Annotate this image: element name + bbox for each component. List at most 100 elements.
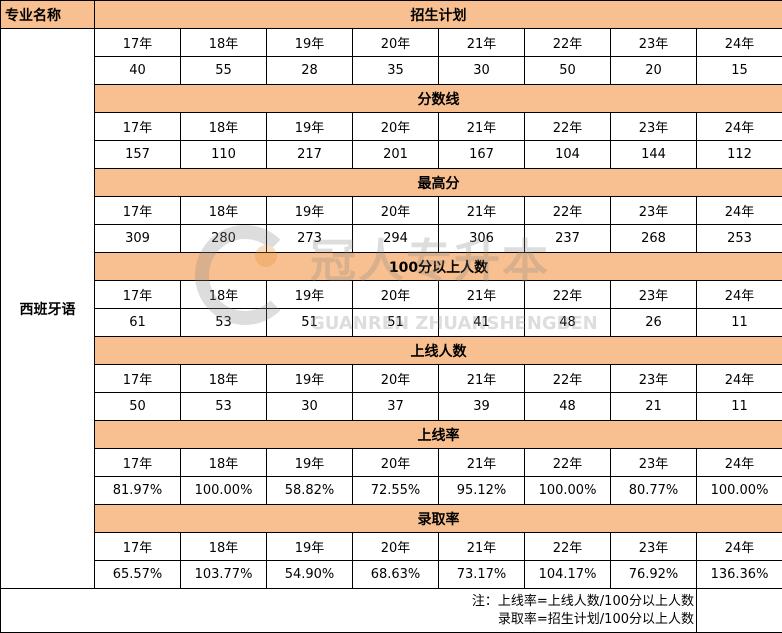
year-cell: 19年 [266,112,353,141]
value-cell: 104.17% [524,560,611,589]
year-cell: 18年 [180,364,267,393]
value-cell: 100.00% [524,476,611,505]
year-cell: 24年 [696,448,782,477]
year-cell: 17年 [94,364,181,393]
major-name: 西班牙语 [0,28,95,589]
note-line-1: 注：上线率=上线人数/100分以上人数 [471,593,694,609]
year-row: 17年 18年 19年 20年 21年 22年 23年 24年 [1,364,782,393]
value-cell: 104 [524,140,611,169]
value-cell: 11 [696,308,782,337]
value-cell: 48 [524,392,611,421]
year-cell: 20年 [352,364,439,393]
value-cell: 68.63% [352,560,439,589]
value-cell: 273 [266,224,353,253]
year-cell: 21年 [438,196,525,225]
year-cell: 22年 [524,364,611,393]
value-cell: 306 [438,224,525,253]
value-row: 40 55 28 35 30 50 20 15 [1,56,782,85]
section-title: 录取率 [94,504,782,533]
empty-cell [696,588,782,633]
year-cell: 21年 [438,364,525,393]
value-cell: 73.17% [438,560,525,589]
section-header-row: 专业名称 招生计划 [0,0,782,29]
value-cell: 81.97% [94,476,181,505]
value-cell: 268 [610,224,697,253]
year-row: 17年 18年 19年 20年 21年 22年 23年 24年 [1,196,782,225]
value-cell: 53 [180,392,267,421]
year-cell: 22年 [524,280,611,309]
year-cell: 21年 [438,448,525,477]
year-cell: 22年 [524,112,611,141]
year-cell: 18年 [180,112,267,141]
value-row: 157 110 217 201 167 104 144 112 [1,140,782,169]
year-cell: 20年 [352,280,439,309]
year-row: 17年 18年 19年 20年 21年 22年 23年 24年 [1,448,782,477]
section-header-row: 上线率 [1,420,782,449]
year-cell: 18年 [180,196,267,225]
year-row: 17年 18年 19年 20年 21年 22年 23年 24年 [1,112,782,141]
value-cell: 167 [438,140,525,169]
section-header-row: 最高分 [1,168,782,197]
year-cell: 17年 [94,28,181,57]
value-cell: 144 [610,140,697,169]
section-title: 分数线 [94,84,782,113]
section-title: 上线人数 [94,336,782,365]
value-cell: 76.92% [610,560,697,589]
value-cell: 280 [180,224,267,253]
value-cell: 100.00% [696,476,782,505]
value-cell: 37 [352,392,439,421]
value-cell: 55 [180,56,267,85]
value-cell: 309 [94,224,181,253]
year-cell: 20年 [352,448,439,477]
year-cell: 19年 [266,532,353,561]
year-cell: 23年 [610,196,697,225]
year-cell: 17年 [94,532,181,561]
value-cell: 80.77% [610,476,697,505]
section-title: 100分以上人数 [94,252,782,281]
value-cell: 103.77% [180,560,267,589]
year-cell: 18年 [180,532,267,561]
year-cell: 19年 [266,448,353,477]
section-header-row: 录取率 [1,504,782,533]
year-cell: 24年 [696,196,782,225]
year-cell: 24年 [696,532,782,561]
value-cell: 253 [696,224,782,253]
year-cell: 19年 [266,196,353,225]
value-cell: 28 [266,56,353,85]
year-cell: 21年 [438,280,525,309]
year-cell: 18年 [180,280,267,309]
section-header-row: 100分以上人数 [1,252,782,281]
value-cell: 51 [352,308,439,337]
year-cell: 17年 [94,112,181,141]
note-row: 注：上线率=上线人数/100分以上人数 录取率=招生计划/100分以上人数 [0,588,782,633]
value-cell: 65.57% [94,560,181,589]
section-header-row: 分数线 [1,84,782,113]
year-cell: 23年 [610,280,697,309]
value-cell: 157 [94,140,181,169]
value-row: 50 53 30 37 39 48 21 11 [1,392,782,421]
value-cell: 15 [696,56,782,85]
year-cell: 24年 [696,112,782,141]
year-cell: 18年 [180,448,267,477]
value-cell: 51 [266,308,353,337]
year-cell: 24年 [696,280,782,309]
year-row: 17年 18年 19年 20年 21年 22年 23年 24年 [1,280,782,309]
value-cell: 11 [696,392,782,421]
value-cell: 110 [180,140,267,169]
section-title: 最高分 [94,168,782,197]
value-cell: 61 [94,308,181,337]
section-title: 招生计划 [94,0,782,29]
value-cell: 20 [610,56,697,85]
value-cell: 58.82% [266,476,353,505]
year-cell: 20年 [352,532,439,561]
value-cell: 21 [610,392,697,421]
value-cell: 50 [94,392,181,421]
year-cell: 20年 [352,196,439,225]
year-row: 17年 18年 19年 20年 21年 22年 23年 24年 [1,532,782,561]
year-cell: 23年 [610,448,697,477]
column-header-major: 专业名称 [0,0,95,29]
year-cell: 17年 [94,280,181,309]
year-cell: 19年 [266,28,353,57]
value-cell: 294 [352,224,439,253]
